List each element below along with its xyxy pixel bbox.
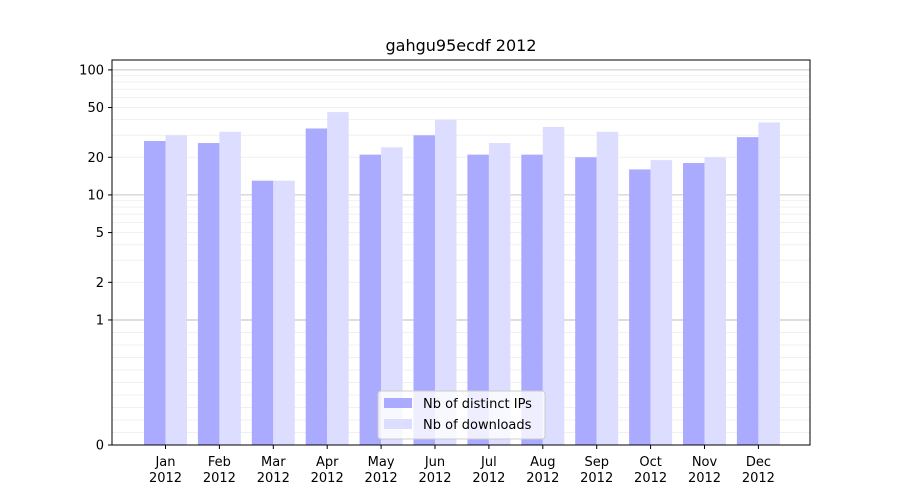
x-tick-label: Dec 2012 <box>742 455 775 486</box>
x-tick-label: Apr 2012 <box>311 455 344 486</box>
bar-distinct-ips <box>305 128 328 445</box>
x-tick-label: Mar 2012 <box>257 455 290 486</box>
x-tick-label: Nov 2012 <box>688 455 721 486</box>
bar-downloads <box>435 119 457 446</box>
y-tick-label: 2 <box>96 276 104 291</box>
x-tick-label: Jul 2012 <box>472 455 505 486</box>
bar-downloads <box>758 122 780 445</box>
legend-swatch-distinct-ips <box>384 398 412 408</box>
bar-downloads <box>165 135 187 445</box>
legend-label-downloads: Nb of downloads <box>423 418 532 433</box>
bar-distinct-ips <box>413 135 435 445</box>
bar-downloads <box>650 160 673 445</box>
bar-distinct-ips <box>736 137 759 445</box>
bar-downloads <box>488 143 511 445</box>
y-tick-label: 100 <box>79 63 104 78</box>
bar-downloads <box>542 126 565 446</box>
bar-downloads <box>327 112 349 445</box>
y-tick-label: 20 <box>87 151 104 166</box>
legend-frame <box>377 390 546 440</box>
legend-label-distinct-ips: Nb of distinct IPs <box>423 397 532 412</box>
bars-layer <box>144 112 780 446</box>
bar-distinct-ips <box>467 154 489 446</box>
bar-distinct-ips <box>197 143 220 445</box>
y-tick-label: 10 <box>87 188 104 203</box>
y-tick-label: 50 <box>87 101 104 116</box>
x-tick-label: May 2012 <box>365 455 398 486</box>
bar-downloads <box>596 131 619 445</box>
bar-distinct-ips <box>251 180 274 445</box>
x-tick-label: Jun 2012 <box>418 455 451 486</box>
x-tick-label: Jan 2012 <box>149 455 182 486</box>
bar-distinct-ips <box>629 169 651 445</box>
y-tick-label: 0 <box>96 439 104 454</box>
bar-distinct-ips <box>359 154 382 446</box>
x-tick-label: Sep 2012 <box>580 455 613 486</box>
plot-frame <box>111 59 811 446</box>
axes-layer: Jan 2012 Feb 2012 Mar 2012 Apr 2012 May 2012 Jun 20… <box>79 63 775 486</box>
bar-downloads <box>381 147 403 446</box>
x-tick-label: Aug 2012 <box>526 455 559 486</box>
y-tick-label: 1 <box>96 313 104 328</box>
bar-downloads <box>704 157 726 445</box>
bar-downloads <box>219 131 241 445</box>
bar-distinct-ips <box>575 157 597 445</box>
y-tick-label: 5 <box>96 226 104 241</box>
legend: Nb of distinct IPs Nb of downloads <box>377 390 546 440</box>
x-tick-label: Feb 2012 <box>203 455 236 486</box>
bar-distinct-ips <box>683 163 705 445</box>
bar-downloads <box>273 180 295 445</box>
x-tick-label: Oct 2012 <box>634 455 667 486</box>
bar-distinct-ips <box>144 140 166 445</box>
legend-swatch-downloads <box>384 419 412 429</box>
chart-title: gahgu95ecdf 2012 <box>386 36 537 55</box>
bar-distinct-ips <box>521 154 543 446</box>
